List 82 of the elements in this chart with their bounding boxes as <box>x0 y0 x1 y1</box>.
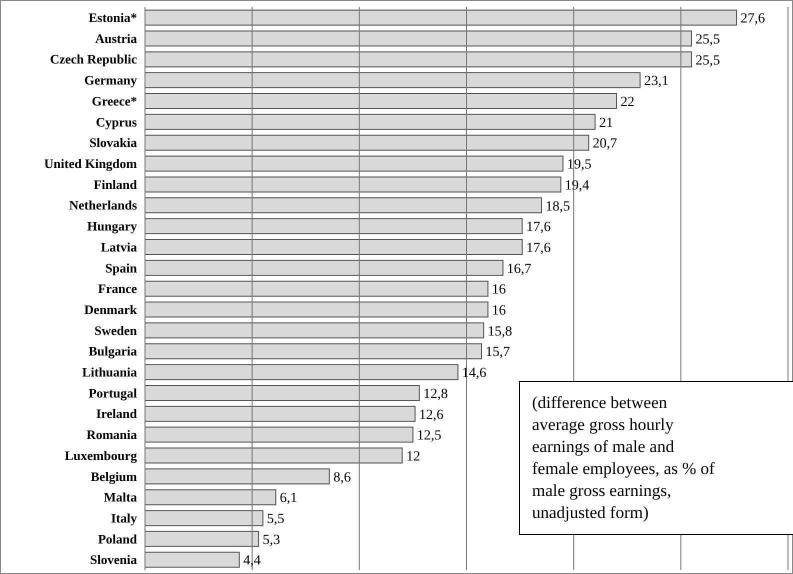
y-tick-label: Ireland <box>96 406 138 422</box>
bar <box>145 343 482 360</box>
bar <box>145 239 523 255</box>
bar <box>145 280 488 297</box>
bar <box>145 10 738 26</box>
data-label: 15,7 <box>486 345 510 360</box>
bar <box>145 510 264 526</box>
y-tick-label: Estonia* <box>88 10 137 26</box>
data-label: 5,5 <box>266 512 284 528</box>
bar <box>145 260 504 276</box>
bar <box>145 384 420 401</box>
y-tick-label: France <box>98 281 138 296</box>
bar <box>145 426 414 443</box>
y-tick-label: Portugal <box>88 385 138 400</box>
y-tick-label: Spain <box>105 260 138 276</box>
data-label: 18,5 <box>546 199 570 214</box>
data-label: 27,6 <box>740 12 766 27</box>
bar <box>145 364 458 380</box>
data-label: 19,4 <box>564 178 590 194</box>
data-label: 12,6 <box>419 408 444 423</box>
data-label: 6,1 <box>280 491 298 506</box>
y-tick-label: Sweden <box>94 322 138 338</box>
y-tick-label: Finland <box>94 176 138 192</box>
bar <box>145 51 692 68</box>
bar <box>145 156 564 172</box>
bar <box>145 30 692 46</box>
data-label: 12,8 <box>423 386 448 402</box>
y-tick-label: Malta <box>104 490 138 505</box>
bar <box>145 468 330 484</box>
data-label: 25,5 <box>696 53 720 68</box>
data-label: 21 <box>599 116 614 131</box>
y-tick-label: Poland <box>98 531 138 546</box>
data-label: 12 <box>406 449 420 464</box>
bar <box>145 197 542 214</box>
y-tick-label: Slovenia <box>90 552 138 568</box>
data-label: 17,6 <box>526 240 551 256</box>
y-tick-label: Austria <box>95 30 138 46</box>
data-label: 23,1 <box>644 74 669 90</box>
bar <box>145 552 240 568</box>
data-label: 20,7 <box>592 136 618 152</box>
bar <box>145 114 596 130</box>
data-label: 25,5 <box>696 32 720 48</box>
data-label: 22 <box>620 95 635 110</box>
data-label: 12,5 <box>416 428 442 444</box>
y-tick-label: Germany <box>84 72 138 88</box>
y-tick-label: Slovakia <box>89 135 138 150</box>
y-tick-label: Italy <box>111 510 138 526</box>
data-label: 14,6 <box>462 366 486 382</box>
data-label: 16 <box>492 304 506 319</box>
y-tick-label: Lithuania <box>82 364 138 380</box>
y-tick-label: Greece* <box>92 93 137 108</box>
y-tick-label: Luxembourg <box>64 448 138 463</box>
data-label: 4,4 <box>243 554 261 569</box>
bar <box>145 218 523 234</box>
y-tick-label: Latvia <box>100 239 138 254</box>
bar <box>145 93 618 110</box>
data-label: 16,7 <box>506 262 532 277</box>
data-label: 17,6 <box>526 220 551 236</box>
data-label: 15,8 <box>488 324 512 340</box>
y-tick-label: Bulgaria <box>88 344 138 359</box>
data-label: 5,3 <box>262 532 280 548</box>
bar <box>145 406 416 422</box>
y-tick-label: Hungary <box>87 218 138 234</box>
bar <box>145 134 590 151</box>
bar <box>145 302 488 318</box>
bar <box>145 72 641 88</box>
bar <box>145 322 484 338</box>
data-label: 16 <box>492 282 506 298</box>
note-box: (difference between average gross hourly earnings of male and female employees, as % of male gross earnings, unadjusted form) <box>519 381 793 535</box>
y-tick-label: Romania <box>86 427 138 442</box>
y-tick-label: United Kingdom <box>44 156 138 172</box>
y-tick-label: Cyprus <box>96 114 137 130</box>
y-tick-label: Belgium <box>90 468 138 484</box>
bar <box>145 176 562 192</box>
y-tick-label: Czech Republic <box>50 52 138 67</box>
bar <box>145 530 260 547</box>
bar <box>145 448 403 464</box>
bar <box>145 489 276 506</box>
data-label: 8,6 <box>333 470 351 486</box>
y-tick-label: Denmark <box>84 302 138 317</box>
data-label: 19,5 <box>566 158 592 173</box>
y-tick-label: Netherlands <box>69 198 137 213</box>
